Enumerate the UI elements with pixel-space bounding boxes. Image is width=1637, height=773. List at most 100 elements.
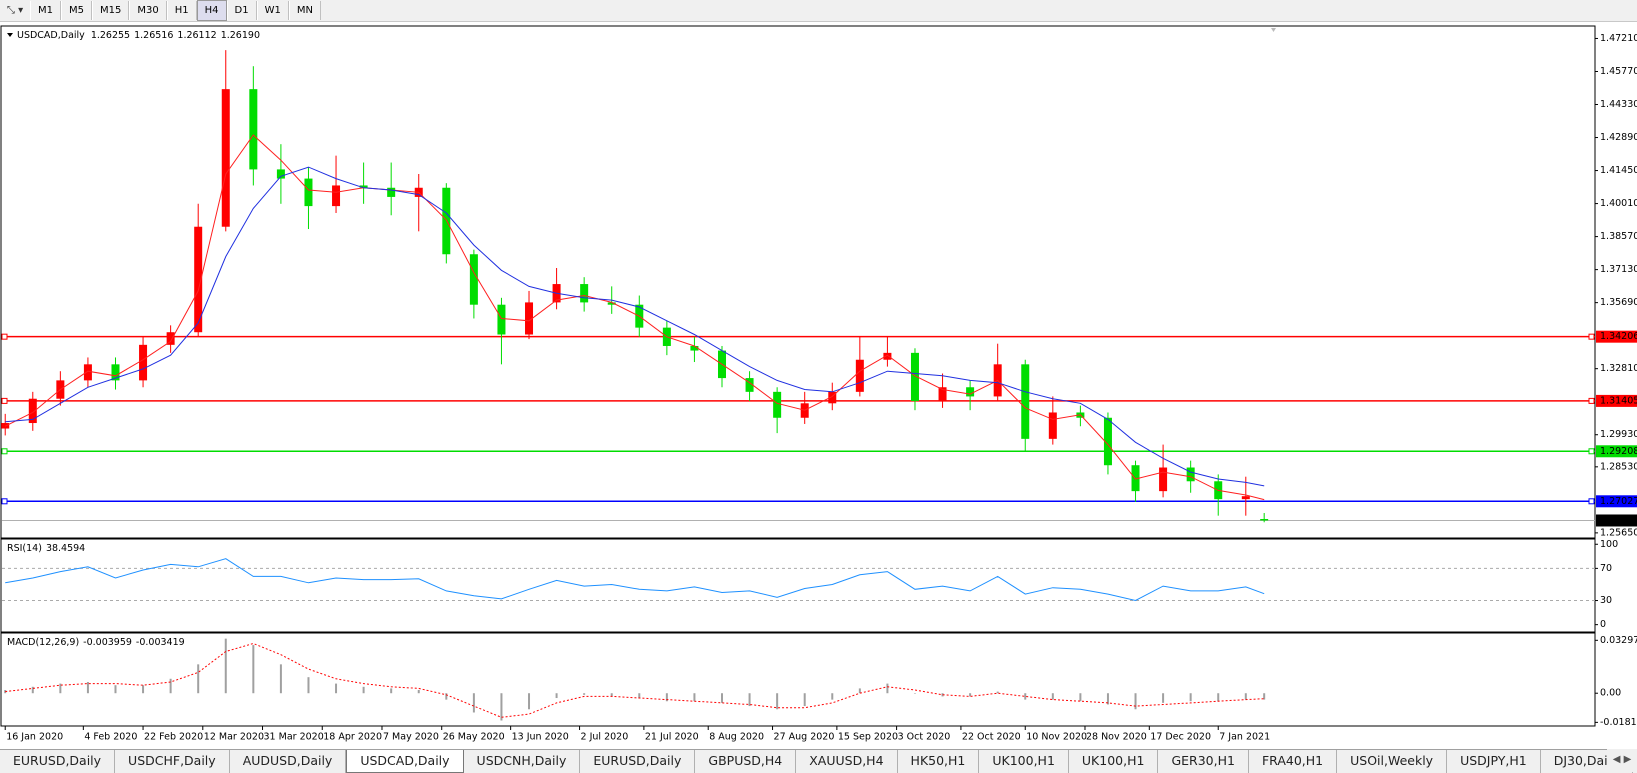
x-tick-label: 7 Jan 2021 (1219, 732, 1270, 743)
macd-bar (1244, 693, 1247, 700)
macd-bar (224, 638, 227, 694)
rsi-panel (0, 538, 1596, 633)
macd-bar (693, 693, 696, 702)
timeframe-button[interactable]: H1 (166, 1, 197, 20)
macd-bar (307, 677, 310, 694)
chart-tab[interactable]: EURUSD,Daily (580, 750, 696, 773)
candle-body (332, 185, 341, 207)
macd-bar (858, 688, 861, 694)
x-tick-label: 22 Oct 2020 (962, 732, 1021, 743)
level-anchor (1588, 448, 1595, 455)
macd-bar (941, 693, 944, 697)
indicator-value: 38.4594 (46, 543, 85, 554)
chart-tab[interactable]: USDCNH,Daily (464, 750, 581, 773)
candle-body (304, 178, 313, 207)
y-tick-label: 1.47210 (1600, 33, 1637, 44)
candle-body (607, 302, 616, 305)
timeframe-button[interactable]: H4 (196, 0, 227, 21)
chart-tab[interactable]: AUDUSD,Daily (230, 750, 347, 773)
indicator-value: -0.003959 (83, 637, 132, 648)
candle-body (1131, 465, 1140, 492)
chart-tab[interactable]: USOil,Weekly (1337, 750, 1448, 773)
level-anchor (1588, 397, 1595, 404)
candle-body (249, 89, 258, 170)
level-price-label: 1.34206 (1600, 331, 1637, 342)
chart-tab[interactable]: USDCAD,Daily (346, 750, 464, 773)
chart-tab[interactable]: EURUSD,Daily (0, 750, 116, 773)
x-tick-label: 16 Jan 2020 (6, 732, 63, 743)
macd-bar (913, 693, 916, 694)
timeframe-button[interactable]: M15 (92, 1, 130, 20)
timeframe-button[interactable]: M5 (61, 1, 92, 20)
candle-body (497, 304, 506, 335)
x-tick-label: 8 Aug 2020 (709, 732, 764, 743)
macd-bar (86, 681, 89, 694)
candle-body (773, 391, 782, 418)
macd-signal (5, 642, 1265, 718)
timeframe-button[interactable]: M1 (30, 1, 61, 20)
candle-body (1186, 467, 1195, 482)
current-price-label: 1.26190 (1600, 515, 1637, 526)
toolbar: ⤡ ▾ M1 M5 M15 M30 H1 H4 D1 W1 MN (0, 0, 1637, 22)
macd-bar (969, 693, 972, 697)
chart-tab[interactable]: USDCHF,Daily (115, 750, 230, 773)
chart-tab[interactable]: GER30,H1 (1158, 750, 1249, 773)
x-tick-label: 18 Apr 2020 (323, 732, 382, 743)
macd-bar (362, 686, 365, 694)
quote-value: 1.26112 (177, 30, 216, 41)
candle-body (1021, 364, 1030, 439)
candle-body (1103, 417, 1112, 466)
level-price-label: 1.27027 (1600, 496, 1637, 507)
chart-tab[interactable]: USDJPY,H1 (1447, 750, 1541, 773)
macd-bar (445, 693, 448, 700)
tool-icon[interactable]: ⤡ ▾ (6, 5, 24, 16)
y-tick-label: 1.28530 (1600, 461, 1637, 472)
x-tick-label: 3 Oct 2020 (898, 732, 951, 743)
current-price-box (1596, 514, 1637, 527)
chart-tab[interactable]: UK100,H1 (979, 750, 1069, 773)
macd-bar (831, 693, 834, 700)
candle-body (28, 398, 37, 424)
macd-bar (776, 693, 779, 710)
x-tick-label: 10 Nov 2020 (1026, 732, 1087, 743)
macd-panel (0, 632, 1596, 727)
y-tick-label: 1.38570 (1600, 231, 1637, 242)
quote-value: 1.26516 (134, 30, 173, 41)
candle-body (910, 352, 919, 402)
x-tick-label: 26 May 2020 (443, 732, 505, 743)
macd-bar (720, 693, 723, 703)
x-tick-label: 4 Feb 2020 (84, 732, 137, 743)
quote-value: 1.26255 (91, 30, 130, 41)
quote-value: 1.26190 (221, 30, 260, 41)
x-tick-label: 7 May 2020 (383, 732, 439, 743)
level-anchor (1, 448, 8, 455)
level-anchor (1, 333, 8, 340)
candle-body (139, 344, 148, 381)
candle-body (1159, 467, 1168, 492)
chart-tab[interactable]: FRA40,H1 (1249, 750, 1338, 773)
chart-tab[interactable]: UK100,H1 (1069, 750, 1159, 773)
chart-tab[interactable]: XAUUSD,H4 (796, 750, 898, 773)
chart-tab[interactable]: GBPUSD,H4 (695, 750, 797, 773)
level-anchor (1, 397, 8, 404)
level-price-box (1596, 330, 1637, 343)
timeframe-button[interactable]: W1 (256, 1, 289, 20)
candle-body (442, 187, 451, 255)
level-price-box (1596, 394, 1637, 407)
candle-body (966, 387, 975, 397)
macd-bar (114, 685, 117, 694)
chart-tab[interactable]: HK50,H1 (898, 750, 980, 773)
candle-body (1241, 496, 1250, 500)
timeframe-button[interactable]: M30 (129, 1, 167, 20)
timeframe-button[interactable]: D1 (226, 1, 257, 20)
candle-body (580, 284, 589, 303)
shift-marker (1271, 28, 1276, 32)
tab-nav[interactable]: ◀ ▶ (1607, 749, 1637, 772)
level-price-box (1596, 495, 1637, 508)
timeframe-button[interactable]: MN (288, 1, 321, 20)
macd-bar (169, 678, 172, 694)
y-tick-label: 1.29930 (1600, 429, 1637, 440)
candle-body (883, 352, 892, 360)
y-tick-label: 0.00 (1600, 688, 1621, 699)
level-anchor (1588, 498, 1595, 505)
